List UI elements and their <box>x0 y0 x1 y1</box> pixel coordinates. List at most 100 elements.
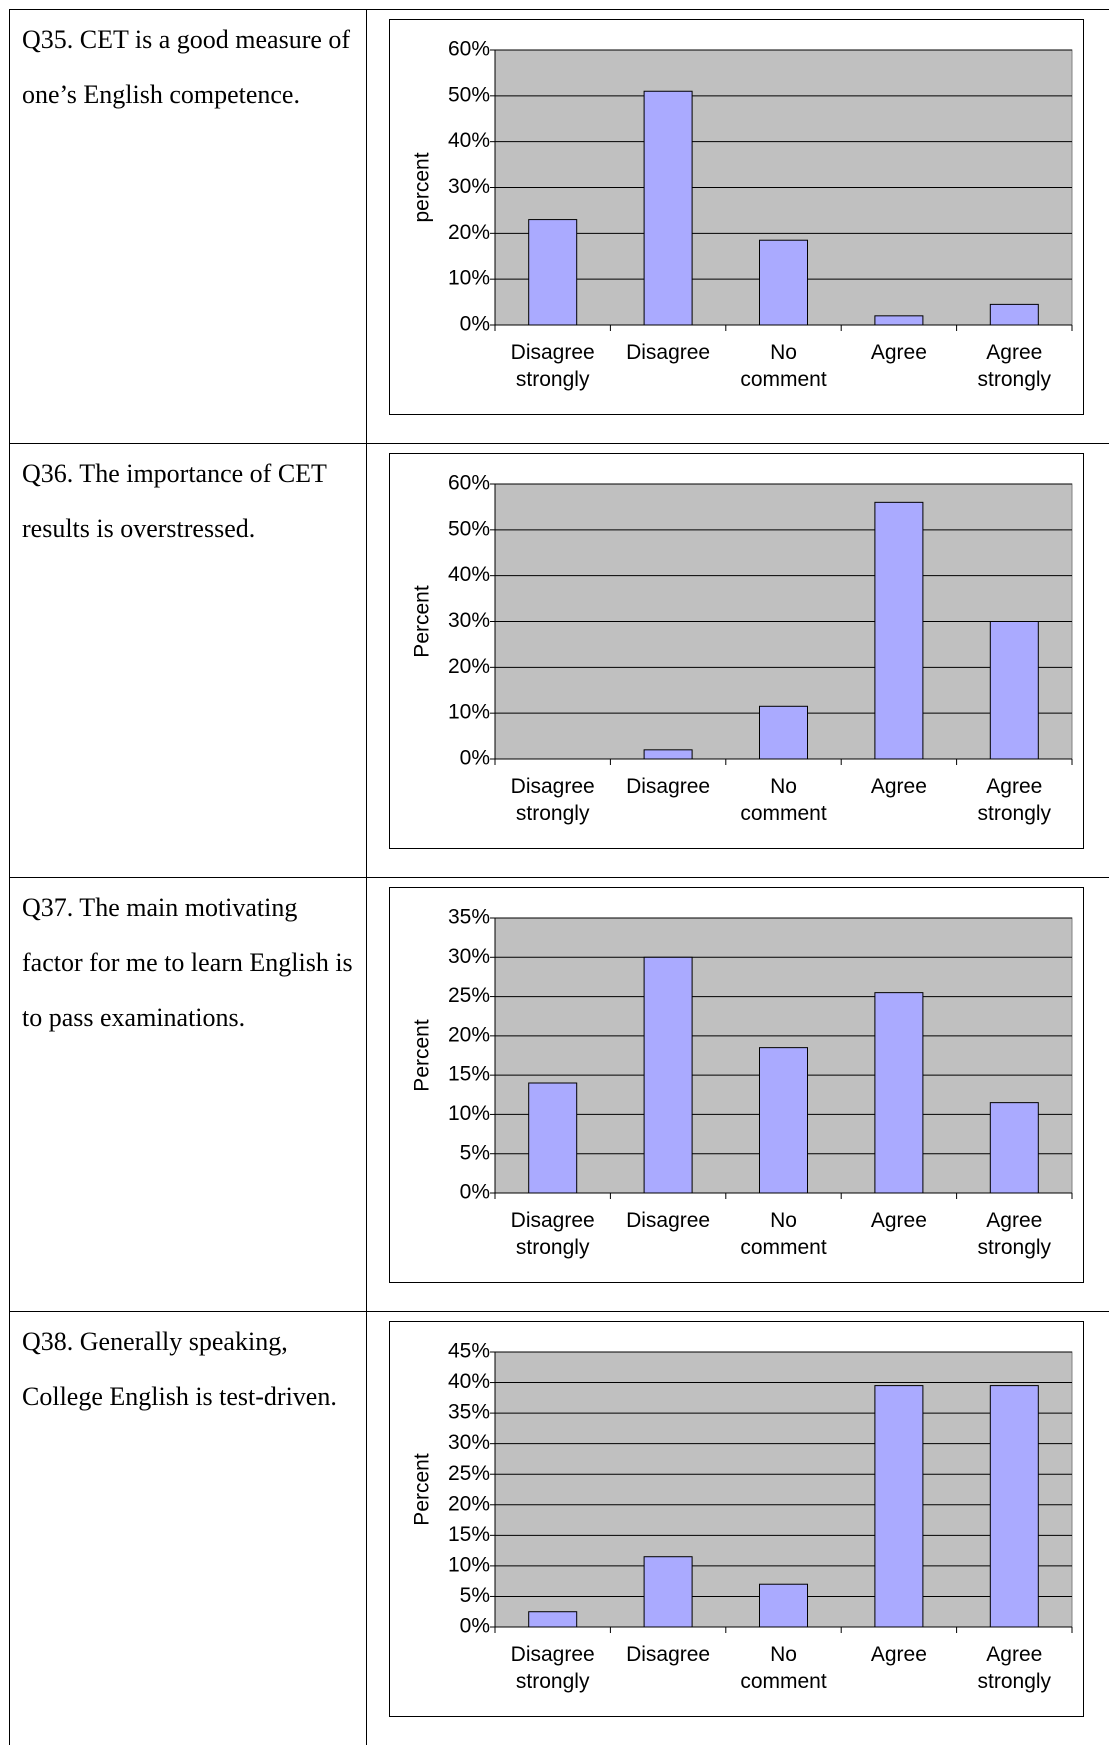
y-tick-label: 30% <box>448 945 490 968</box>
y-tick-label: 15% <box>448 1063 490 1086</box>
bar <box>874 315 924 326</box>
y-tick-label: 20% <box>448 655 490 678</box>
y-tick-label: 0% <box>460 1615 490 1638</box>
x-tick-label: No comment <box>740 1643 827 1693</box>
y-tick-label: 30% <box>448 609 490 632</box>
y-axis-label: Percent <box>411 585 434 658</box>
plot-area <box>494 1351 1073 1628</box>
y-tick-label: 10% <box>448 701 490 724</box>
y-tick-label: 20% <box>448 1492 490 1515</box>
question-cell: Q35. CET is a good measure of one’s Engl… <box>9 10 367 443</box>
x-tick-label: Agree <box>870 775 927 798</box>
chart: 0% 10% 20% 30% 40% 50% 60% percent Disagree stro… <box>389 19 1084 415</box>
question-cell: Q38. Generally speaking, College English… <box>9 1312 367 1745</box>
x-tick-label: Agree <box>870 341 927 364</box>
question-text: Q36. The importance of CET results is ov… <box>22 459 327 543</box>
x-tick-label: Disagree strongly <box>510 341 595 391</box>
chart-svg: 0% 10% 20% 30% 40% 50% 60% Percent <box>411 472 1073 770</box>
chart: 0% 10% 20% 30% 40% 50% 60% Percent Disagree stro… <box>389 453 1084 849</box>
y-tick-label: 20% <box>448 1023 490 1046</box>
bar <box>643 1556 693 1628</box>
bar <box>874 1385 924 1628</box>
y-tick-label: 0% <box>460 747 490 770</box>
table-row: Q38. Generally speaking, College English… <box>9 1311 1109 1745</box>
y-tick-label: 40% <box>448 1370 490 1393</box>
y-tick-label: 35% <box>448 1401 490 1424</box>
y-tick-label: 40% <box>448 563 490 586</box>
y-axis-label: Percent <box>411 1453 434 1526</box>
chart-cell: 0% 10% 20% 30% 40% 50% 60% Percent Disagree stro… <box>367 444 1109 877</box>
chart-cell: 0% 5% 10% 15% 20% 25% 30% 35% Percent Disagree st… <box>367 878 1109 1311</box>
y-tick-label: 10% <box>448 267 490 290</box>
table-row: Q37. The main motivating factor for me t… <box>9 877 1109 1311</box>
bar <box>528 219 578 326</box>
chart-svg: 0% 5% 10% 15% 20% 25% 30% 35% Percent <box>411 906 1073 1204</box>
x-tick-label: Agree <box>870 1643 927 1666</box>
table-row: Q36. The importance of CET results is ov… <box>9 443 1109 877</box>
y-tick-label: 10% <box>448 1102 490 1125</box>
x-tick-label: Disagree strongly <box>510 1209 595 1259</box>
x-tick-label: No comment <box>740 775 827 825</box>
bar <box>989 1102 1039 1194</box>
question-text: Q35. CET is a good measure of one’s Engl… <box>22 25 351 109</box>
bar <box>989 621 1039 760</box>
y-tick-label: 0% <box>460 313 490 336</box>
y-tick-label: 40% <box>448 129 490 152</box>
x-tick-label: Disagree <box>626 341 711 364</box>
x-tick-label: Disagree strongly <box>510 1643 595 1693</box>
y-tick-label: 35% <box>448 906 490 929</box>
y-tick-label: 5% <box>460 1141 490 1164</box>
x-tick-label: Agree strongly <box>977 1643 1052 1693</box>
x-tick-label: No comment <box>740 1209 827 1259</box>
question-cell: Q37. The main motivating factor for me t… <box>9 878 367 1311</box>
bar <box>759 1047 808 1194</box>
y-tick-label: 15% <box>448 1523 490 1546</box>
y-tick-label: 50% <box>448 83 490 106</box>
x-tick-label: Agree strongly <box>977 1209 1052 1259</box>
chart-cell: 0% 10% 20% 30% 40% 50% 60% percent Disagree stro… <box>367 10 1109 443</box>
chart-svg: 0% 10% 20% 30% 40% 50% 60% percent <box>411 38 1073 336</box>
y-tick-label: 5% <box>460 1584 490 1607</box>
y-tick-label: 25% <box>448 1462 490 1485</box>
y-tick-label: 30% <box>448 1431 490 1454</box>
chart: 0% 5% 10% 15% 20% 25% 30% 35% Percent Disagree st… <box>389 887 1084 1283</box>
chart-cell: 0% 5% 10% 15% 20% 25% 30% 35% 40% 45% Percent Disag… <box>367 1312 1109 1745</box>
bar <box>759 705 808 760</box>
x-tick-label: Disagree strongly <box>510 775 595 825</box>
y-axis-label: Percent <box>411 1019 434 1092</box>
x-tick-label: Disagree <box>626 1643 711 1666</box>
bar <box>643 956 693 1194</box>
bar <box>874 501 924 760</box>
y-tick-label: 25% <box>448 984 490 1007</box>
y-tick-label: 50% <box>448 517 490 540</box>
y-tick-label: 0% <box>460 1181 490 1204</box>
table: Q35. CET is a good measure of one’s Engl… <box>9 9 1109 1745</box>
y-tick-label: 60% <box>448 472 490 495</box>
chart: 0% 5% 10% 15% 20% 25% 30% 35% 40% 45% Percent Disag… <box>389 1321 1084 1717</box>
x-tick-label: No comment <box>740 341 827 391</box>
y-tick-label: 30% <box>448 175 490 198</box>
table-row: Q35. CET is a good measure of one’s Engl… <box>9 9 1109 443</box>
question-text: Q38. Generally speaking, College English… <box>22 1327 337 1411</box>
question-text: Q37. The main motivating factor for me t… <box>22 893 353 1032</box>
y-tick-label: 60% <box>448 38 490 61</box>
y-tick-label: 10% <box>448 1553 490 1576</box>
bar <box>759 1583 808 1628</box>
y-tick-label: 45% <box>448 1340 490 1363</box>
question-cell: Q36. The importance of CET results is ov… <box>9 444 367 877</box>
bar <box>989 303 1039 326</box>
chart-svg: 0% 5% 10% 15% 20% 25% 30% 35% 40% 45% Percent <box>411 1340 1073 1638</box>
bar <box>643 749 693 760</box>
y-tick-label: 20% <box>448 221 490 244</box>
x-tick-label: Agree strongly <box>977 775 1052 825</box>
x-tick-label: Agree strongly <box>977 341 1052 391</box>
bar <box>989 1385 1039 1628</box>
bar <box>874 992 924 1194</box>
bar <box>759 239 808 326</box>
bar <box>528 1611 578 1628</box>
x-tick-label: Disagree <box>626 775 711 798</box>
x-tick-label: Agree <box>870 1209 927 1232</box>
bar <box>528 1082 578 1194</box>
bar <box>643 90 693 326</box>
